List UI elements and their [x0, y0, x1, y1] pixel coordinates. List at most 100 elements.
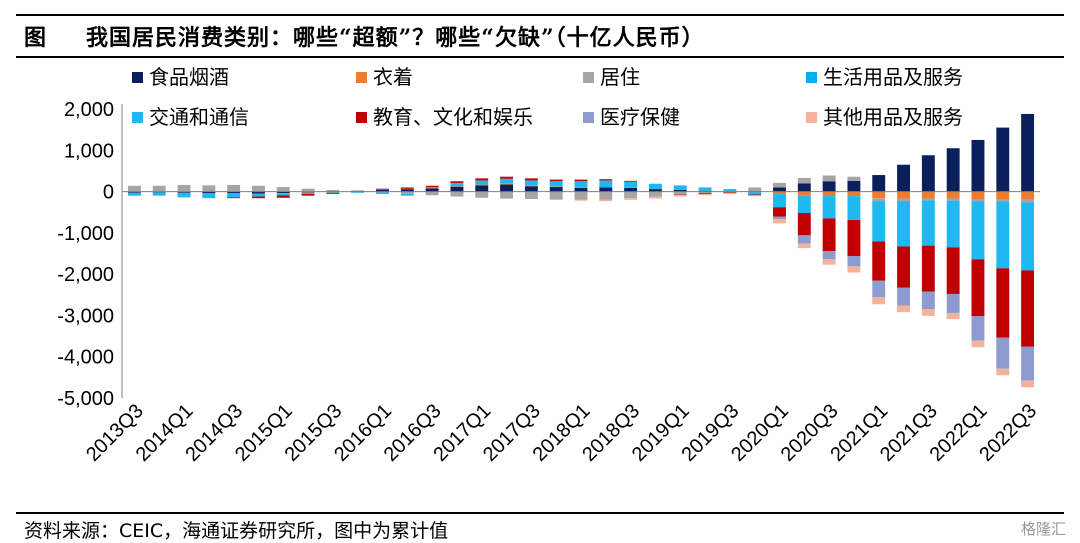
stacked-bar-chart: -5,000 -4,000 -3,000 -2,000 -1,000 0 1,000 2,00… [57, 65, 1041, 466]
bar-transport-2015Q1 [276, 193, 290, 196]
legend-label-food: 食品烟酒 [149, 65, 229, 89]
bar-housing-2013Q4 [152, 185, 166, 192]
bar-clothing-2021Q4 [946, 191, 960, 199]
bar-food-2021Q4 [946, 148, 960, 192]
bar-clothing-2017Q3 [524, 185, 538, 187]
bar-housing-2020Q1 [773, 182, 786, 188]
bar-education-2014Q4 [252, 196, 265, 199]
chart-title: 我国居民消费类别：哪些“超额”？哪些“欠缺”（十亿人民币） [86, 25, 705, 51]
bar-housing-2019Q2 [698, 191, 712, 194]
bar-clothing-2021Q2 [897, 191, 910, 199]
bar-housing-2016Q4 [450, 191, 464, 197]
y-tick-label: -5,000 [57, 388, 114, 410]
figure-prefix: 图 [24, 25, 47, 51]
bar-education-2016Q2 [400, 187, 414, 189]
bar-transport-2020Q3 [822, 196, 836, 219]
bar-education-2021Q4 [946, 247, 960, 294]
bar-transport-2018Q3 [624, 181, 638, 188]
bar-food-2018Q3 [624, 187, 638, 192]
bar-clothing-2016Q1 [376, 189, 389, 191]
bar-education-2021Q1 [872, 241, 886, 281]
legend-label-household: 生活用品及服务 [823, 65, 963, 89]
legend-swatch-food [132, 72, 143, 83]
bar-education-2020Q2 [797, 213, 811, 236]
source-note: 资料来源：CEIC，海通证券研究所，图中为累计值 [24, 520, 449, 542]
legend-label-medical: 医疗保健 [600, 105, 680, 129]
bar-transport-2014Q1 [177, 192, 191, 198]
footer-divider [16, 512, 1064, 514]
bar-housing-2014Q4 [252, 185, 265, 192]
bar-transport-2015Q3 [326, 192, 340, 194]
bar-transport-2013Q3 [127, 192, 141, 196]
bar-clothing-2020Q2 [797, 191, 811, 196]
bar-housing-2014Q3 [227, 184, 241, 192]
bar-transport-2016Q4 [450, 182, 464, 187]
bar-transport-2022Q2 [996, 201, 1010, 269]
bar-other-2019Q3 [723, 192, 737, 195]
bar-education-2016Q3 [425, 185, 439, 188]
bar-other-2022Q1 [971, 340, 985, 348]
y-tick-label: 2,000 [64, 99, 114, 121]
bar-medical-2021Q2 [897, 287, 910, 306]
title-bar: 图 我国居民消费类别：哪些“超额”？哪些“欠缺”（十亿人民币） [16, 14, 1064, 58]
bar-clothing-2022Q3 [1021, 191, 1035, 200]
bar-other-2018Q1 [574, 199, 588, 201]
bar-education-2017Q4 [549, 179, 563, 182]
bar-transport-2018Q4 [648, 183, 662, 190]
bar-education-2020Q4 [847, 220, 861, 256]
bar-transport-2020Q2 [797, 195, 811, 214]
bar-housing-2021Q1 [872, 198, 886, 202]
bar-clothing-2021Q3 [921, 191, 935, 199]
bar-medical-2021Q4 [946, 293, 960, 313]
bar-transport-2018Q2 [599, 180, 613, 188]
bar-transport-2016Q2 [400, 194, 414, 196]
bar-other-2020Q1 [773, 219, 786, 224]
bar-transport-2020Q4 [847, 196, 861, 221]
bar-transport-2021Q1 [872, 201, 886, 242]
bar-education-2020Q1 [773, 207, 786, 217]
bar-transport-2014Q4 [252, 193, 265, 197]
bar-medical-2022Q3 [1021, 346, 1035, 381]
bar-food-2013Q3 [127, 191, 141, 193]
legend-label-other: 其他用品及服务 [823, 105, 963, 129]
bar-housing-2015Q4 [351, 190, 365, 192]
bar-education-2019Q3 [723, 191, 737, 193]
bar-housing-2021Q2 [897, 198, 910, 202]
bar-food-2021Q3 [921, 155, 935, 192]
bar-clothing-2017Q4 [549, 186, 563, 188]
y-tick-label: 0 [103, 182, 114, 204]
bar-transport-2016Q3 [425, 187, 439, 188]
bar-housing-2018Q2 [599, 191, 613, 200]
bar-food-2014Q1 [177, 191, 191, 193]
bar-education-2014Q3 [227, 197, 241, 199]
legend-swatch-housing [583, 72, 594, 83]
bar-food-2016Q4 [450, 186, 464, 192]
bar-education-2018Q1 [574, 179, 588, 182]
bar-clothing-2020Q1 [773, 191, 786, 195]
bar-other-2018Q3 [624, 198, 638, 200]
bar-other-2020Q3 [822, 259, 836, 265]
legend-swatch-clothing [356, 72, 367, 83]
bar-transport-2021Q2 [897, 201, 910, 247]
bar-other-2022Q2 [996, 368, 1010, 376]
bar-education-2016Q4 [450, 181, 464, 183]
legend-swatch-transport [132, 112, 143, 123]
bar-other-2017Q4 [549, 199, 563, 200]
bar-other-2018Q4 [648, 196, 662, 199]
bar-housing-2020Q3 [822, 175, 836, 182]
bar-education-2018Q2 [599, 179, 613, 181]
bar-education-2021Q2 [897, 246, 910, 288]
bar-food-2020Q3 [822, 181, 836, 192]
bar-food-2019Q1 [673, 189, 687, 192]
bar-transport-2018Q1 [574, 181, 588, 188]
bar-housing-2021Q4 [946, 198, 960, 201]
bar-food-2020Q4 [847, 180, 861, 192]
bar-medical-2020Q2 [797, 235, 811, 244]
bar-housing-2018Q1 [574, 191, 588, 200]
bar-other-2021Q1 [872, 297, 886, 305]
bar-food-2015Q1 [276, 191, 290, 194]
bar-food-2022Q2 [996, 127, 1010, 192]
y-tick-label: -4,000 [57, 347, 114, 369]
bar-food-2017Q4 [549, 187, 563, 192]
bar-education-2019Q2 [698, 193, 712, 195]
